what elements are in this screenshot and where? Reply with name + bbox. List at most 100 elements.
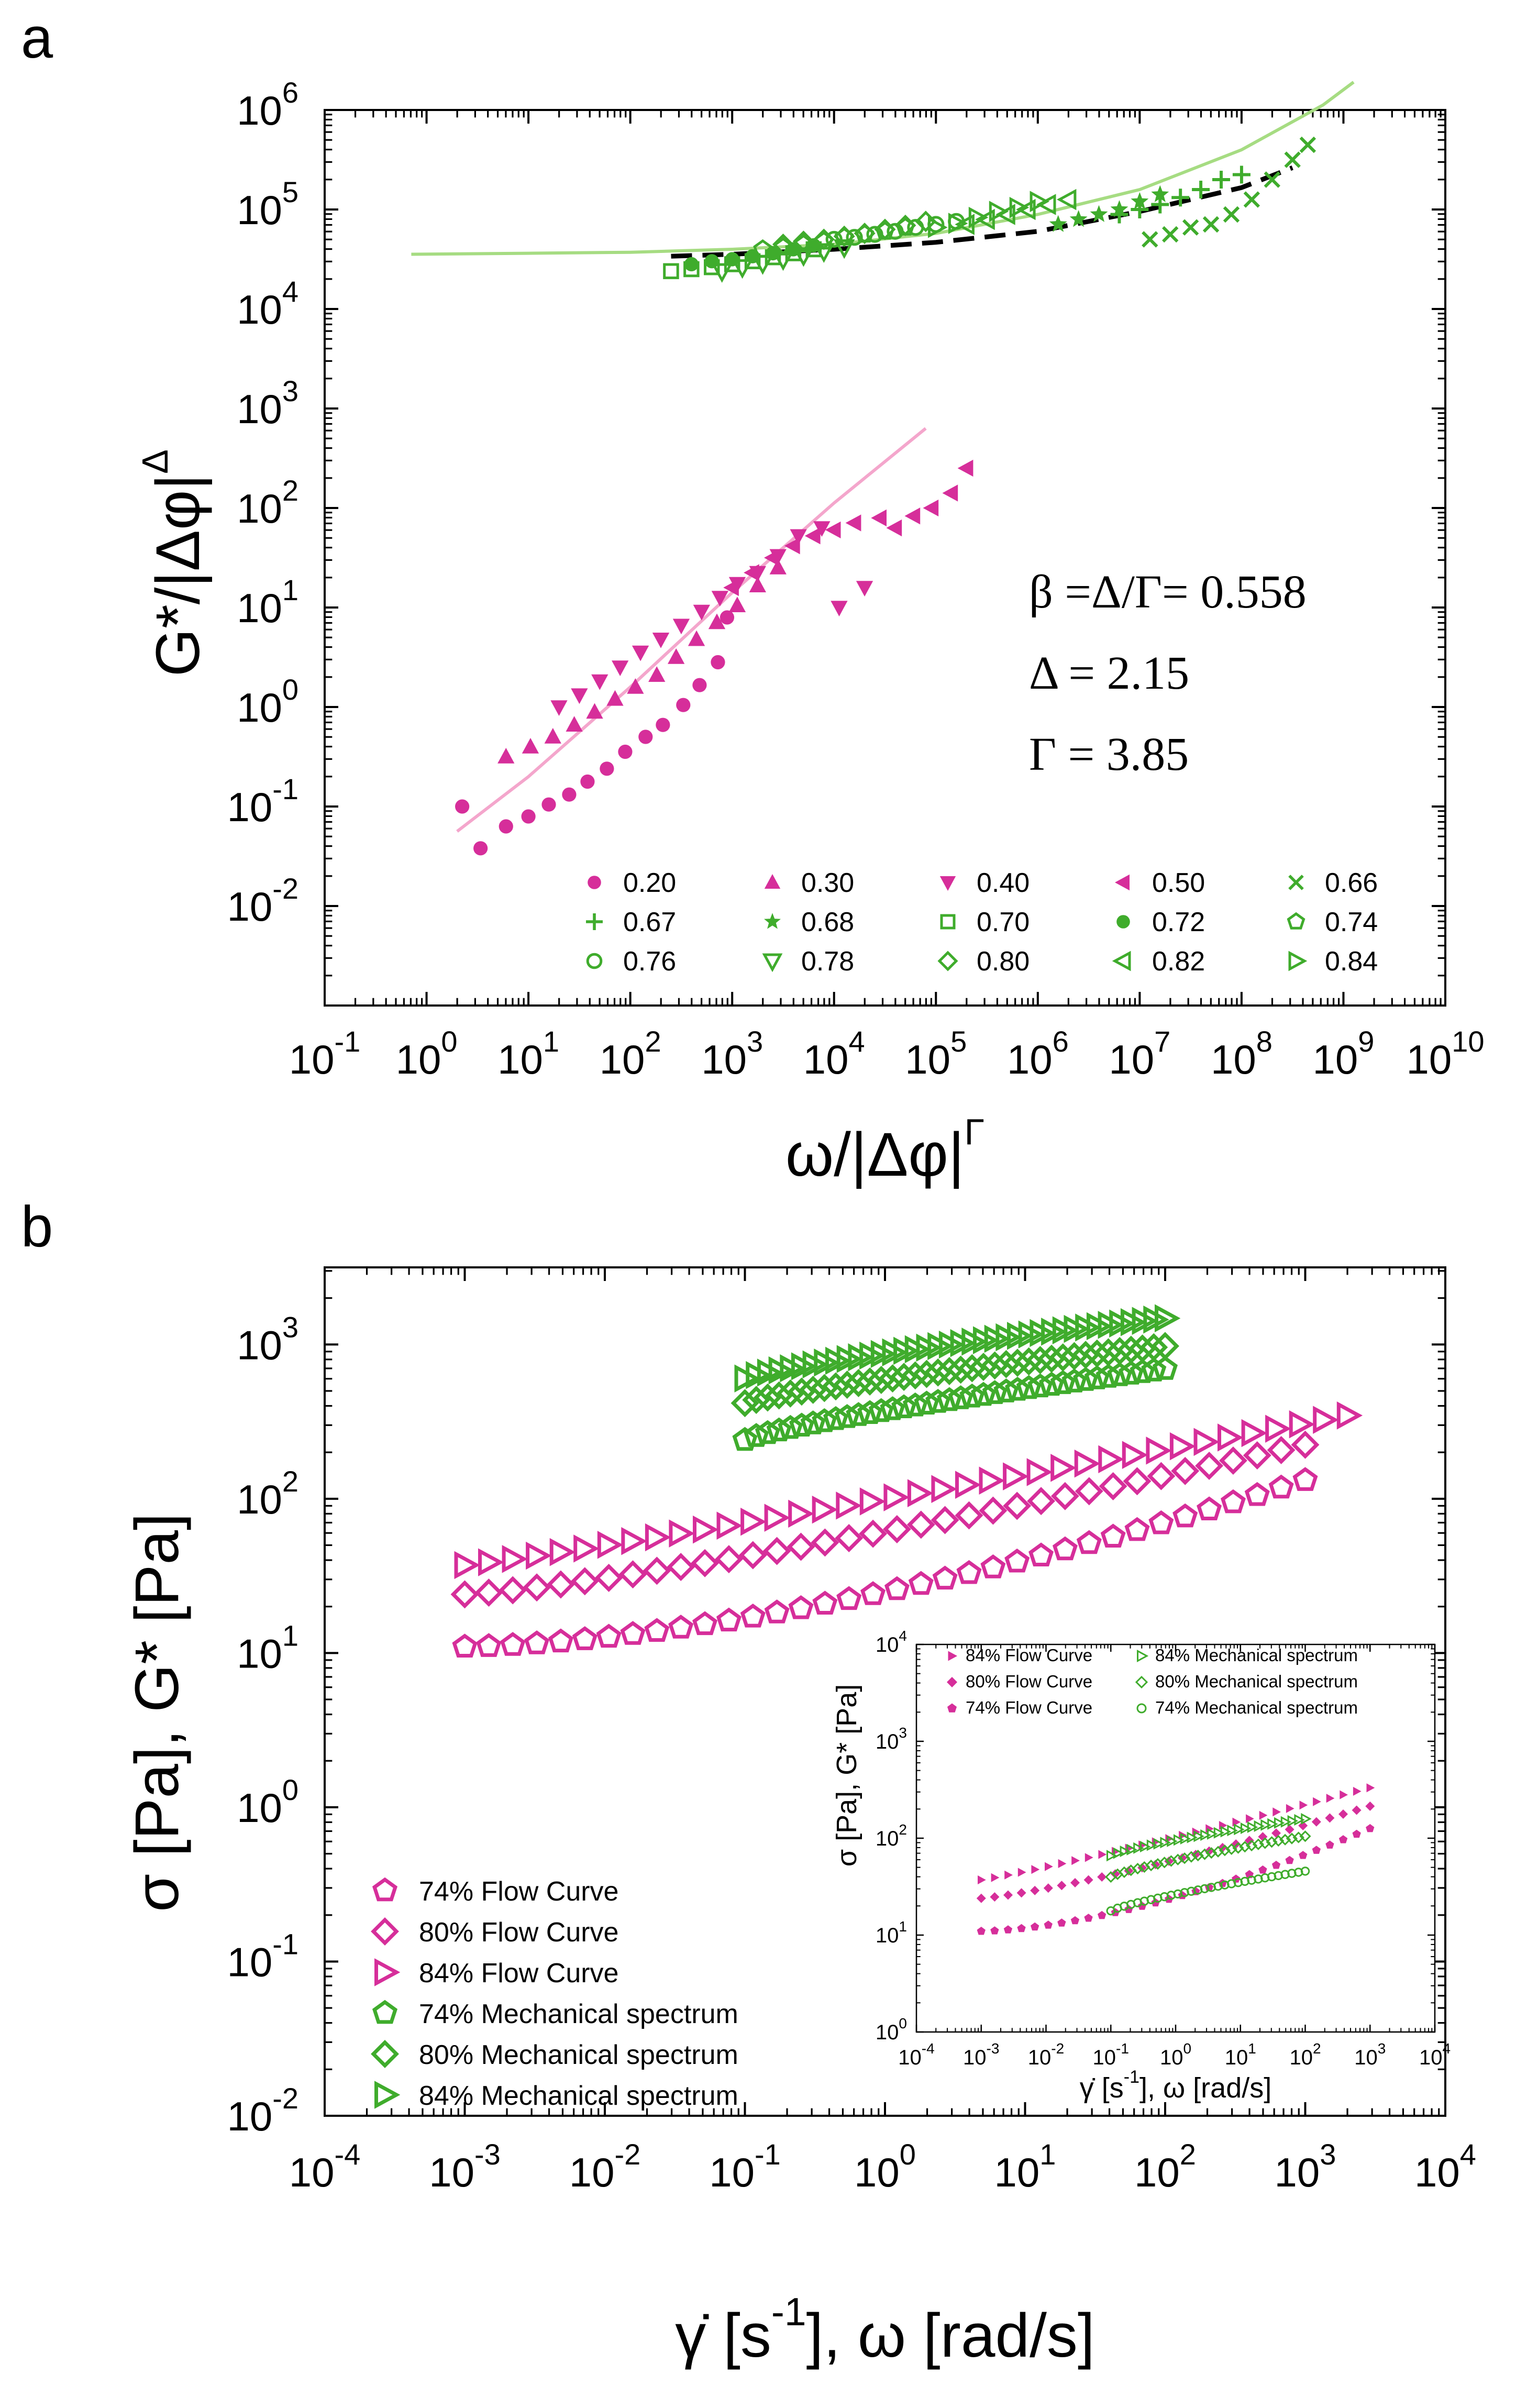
- legend-marker: [1115, 874, 1130, 891]
- data-point: [1220, 1489, 1246, 1514]
- x-tick-label: 10-1: [1093, 2040, 1129, 2069]
- legend-label: 80% Flow Curve: [966, 1672, 1092, 1691]
- data-point: [891, 1394, 917, 1418]
- data-point: [1336, 1401, 1363, 1430]
- data-point: [1311, 1817, 1321, 1827]
- data-point: [1352, 1829, 1361, 1838]
- series-74% Mechanical spectrum: [732, 1356, 1178, 1451]
- data-point: [549, 1538, 576, 1566]
- data-point: [928, 216, 948, 238]
- data-point: [1004, 1548, 1030, 1573]
- data-point: [812, 1495, 838, 1524]
- data-point: [1009, 196, 1030, 218]
- data-point: [1291, 1430, 1320, 1459]
- y-tick-label: 101: [237, 1619, 298, 1676]
- x-tick-label: 105: [905, 1025, 967, 1083]
- data-point: [716, 1511, 743, 1540]
- data-point: [804, 527, 821, 545]
- data-point: [474, 1578, 503, 1607]
- data-point: [676, 698, 691, 712]
- data-point: [823, 1406, 849, 1430]
- data-point: [854, 223, 876, 245]
- x-tick-label: 103: [701, 1025, 763, 1083]
- data-point: [991, 1873, 1000, 1882]
- legend-marker: [764, 913, 781, 929]
- data-point: [1107, 1362, 1133, 1386]
- x-tick-label: 101: [994, 2138, 1056, 2195]
- data-point: [787, 1532, 815, 1561]
- data-point: [1325, 1840, 1334, 1849]
- data-point: [1094, 1338, 1123, 1367]
- data-point: [1325, 1813, 1335, 1823]
- data-point: [914, 1390, 939, 1415]
- legend-marker: [1116, 915, 1130, 929]
- data-point: [856, 1367, 884, 1396]
- data-point: [833, 1371, 861, 1399]
- y-tick-label: 10-1: [227, 772, 298, 830]
- data-point: [1219, 1446, 1247, 1475]
- annotation-2: Δ = 2.15: [1029, 647, 1189, 699]
- data-point: [957, 459, 973, 477]
- data-point: [1004, 1870, 1013, 1880]
- data-point: [1267, 1818, 1278, 1830]
- data-point: [1366, 1824, 1375, 1832]
- data-point: [645, 1523, 671, 1552]
- data-point: [792, 230, 814, 252]
- data-point: [648, 666, 666, 682]
- data-point: [1003, 1925, 1013, 1934]
- data-point: [476, 1633, 502, 1657]
- data-point: [738, 1541, 767, 1570]
- panel-b-inset-chart: 10-4 10-3 10-2 10-1 100 101 102 103 104 100 101 102…: [831, 1628, 1451, 2104]
- data-point: [1030, 1885, 1040, 1895]
- data-point: [992, 1350, 1021, 1378]
- data-point: [502, 1545, 528, 1573]
- data-point: [1123, 1467, 1152, 1496]
- data-point: [912, 1360, 941, 1388]
- data-point: [1031, 1865, 1040, 1874]
- data-point: [825, 521, 841, 538]
- data-point: [942, 484, 958, 502]
- data-point: [1160, 1837, 1171, 1849]
- legend-marker: [947, 1677, 957, 1687]
- legend: 0.20 0.30 0.40 0.50 0.66 0.67 0.68 0.70 0.72 0.74…: [586, 868, 1378, 977]
- data-point: [711, 591, 728, 606]
- data-point: [600, 761, 614, 776]
- data-point: [831, 601, 848, 616]
- y-axis-title: σ [Pa], G* [Pa]: [831, 1684, 862, 1866]
- series-0.84: [928, 191, 1050, 238]
- legend-marker: [939, 876, 956, 891]
- data-point: [1090, 205, 1108, 222]
- data-point: [978, 1875, 986, 1885]
- data-point: [1284, 151, 1301, 168]
- data-point: [1151, 1332, 1179, 1361]
- series-74% Flow Curve: [452, 1467, 1318, 1658]
- series-0.67: [1110, 165, 1251, 224]
- data-point: [1338, 1835, 1348, 1843]
- y-tick-label: 100: [237, 1773, 298, 1831]
- data-point: [1050, 1454, 1077, 1482]
- legend-label: 80% Flow Curve: [419, 1917, 618, 1948]
- series-80% Mechanical spectrum: [1105, 1830, 1311, 1883]
- legend-label: 74% Mechanical spectrum: [1155, 1698, 1358, 1717]
- data-point: [591, 674, 608, 690]
- legend-label: 0.30: [801, 868, 854, 898]
- data-point: [834, 1404, 860, 1428]
- data-point: [1162, 226, 1179, 243]
- data-point: [833, 239, 855, 259]
- data-point: [1128, 1334, 1157, 1363]
- data-point: [500, 1632, 526, 1656]
- x-tick-label: 102: [1134, 2138, 1196, 2195]
- data-point: [902, 1392, 928, 1417]
- data-point: [1003, 1890, 1013, 1900]
- data-point: [1120, 1845, 1131, 1858]
- legend-label: 0.72: [1152, 907, 1205, 937]
- y-tick-label: 104: [237, 275, 298, 333]
- data-point: [1259, 1810, 1268, 1820]
- data-point: [1139, 1333, 1168, 1362]
- data-point: [1148, 1510, 1174, 1534]
- data-point: [765, 1381, 793, 1410]
- legend-marker: [1137, 1649, 1149, 1663]
- data-point: [812, 1408, 837, 1432]
- x-tick-label: 102: [1289, 2040, 1321, 2069]
- data-point: [1289, 1410, 1315, 1439]
